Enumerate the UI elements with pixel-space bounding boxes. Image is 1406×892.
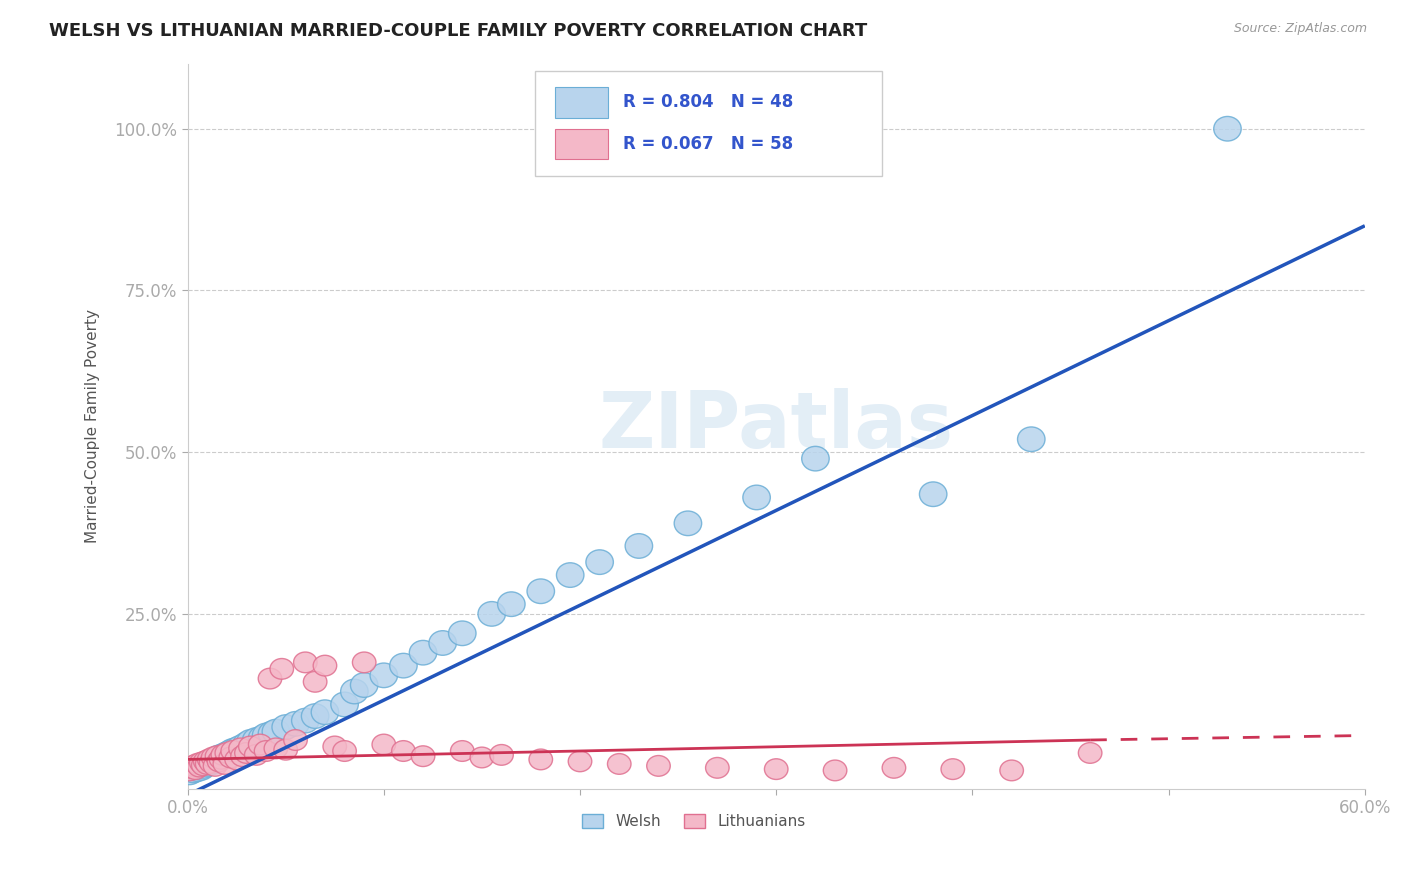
FancyBboxPatch shape bbox=[555, 87, 607, 118]
Y-axis label: Married-Couple Family Poverty: Married-Couple Family Poverty bbox=[86, 310, 100, 543]
Text: R = 0.067   N = 58: R = 0.067 N = 58 bbox=[623, 135, 793, 153]
Text: R = 0.804   N = 48: R = 0.804 N = 48 bbox=[623, 94, 793, 112]
Text: Source: ZipAtlas.com: Source: ZipAtlas.com bbox=[1233, 22, 1367, 36]
Text: WELSH VS LITHUANIAN MARRIED-COUPLE FAMILY POVERTY CORRELATION CHART: WELSH VS LITHUANIAN MARRIED-COUPLE FAMIL… bbox=[49, 22, 868, 40]
FancyBboxPatch shape bbox=[534, 71, 882, 177]
Text: ZIPatlas: ZIPatlas bbox=[599, 388, 953, 465]
Legend: Welsh, Lithuanians: Welsh, Lithuanians bbox=[575, 807, 811, 835]
FancyBboxPatch shape bbox=[555, 128, 607, 159]
